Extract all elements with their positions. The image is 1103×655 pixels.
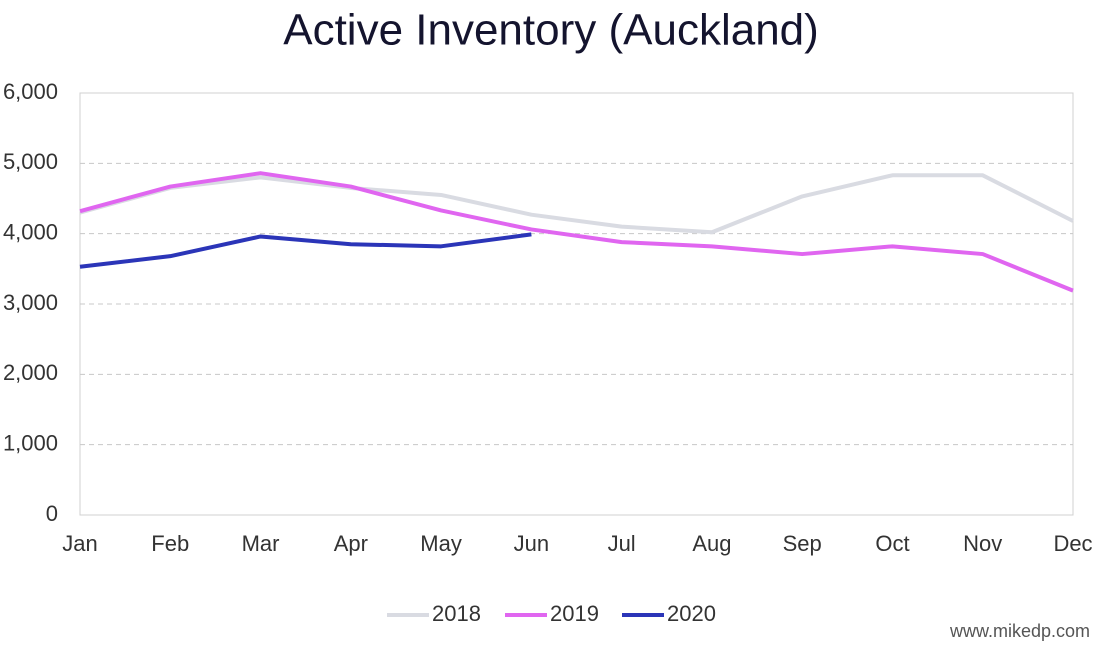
legend-label: 2020 [667, 601, 716, 626]
x-tick-label: Apr [334, 531, 368, 556]
x-tick-label: Feb [151, 531, 189, 556]
x-tick-label: Oct [875, 531, 909, 556]
y-tick-label: 1,000 [3, 430, 58, 455]
chart-title: Active Inventory (Auckland) [283, 6, 819, 55]
x-tick-label: Aug [692, 531, 731, 556]
line-series [79, 173, 1074, 235]
y-tick-label: 2,000 [3, 360, 58, 385]
y-tick-label: 0 [46, 501, 58, 526]
x-tick-label: Mar [242, 531, 280, 556]
y-tick-label: 5,000 [3, 149, 58, 174]
x-tick-label: Sep [783, 531, 822, 556]
x-tick-label: Nov [963, 531, 1002, 556]
x-tick-label: May [420, 531, 462, 556]
line-series [79, 232, 532, 269]
line-series [79, 171, 1074, 293]
y-tick-label: 4,000 [3, 219, 58, 244]
legend-label: 2019 [550, 601, 599, 626]
x-tick-label: Dec [1053, 531, 1092, 556]
y-tick-label: 6,000 [3, 79, 58, 104]
legend-label: 2018 [432, 601, 481, 626]
x-tick-label: Jul [608, 531, 636, 556]
watermark: www.mikedp.com [949, 621, 1090, 641]
x-tick-label: Jun [514, 531, 549, 556]
x-tick-label: Jan [62, 531, 97, 556]
y-tick-label: 3,000 [3, 290, 58, 315]
